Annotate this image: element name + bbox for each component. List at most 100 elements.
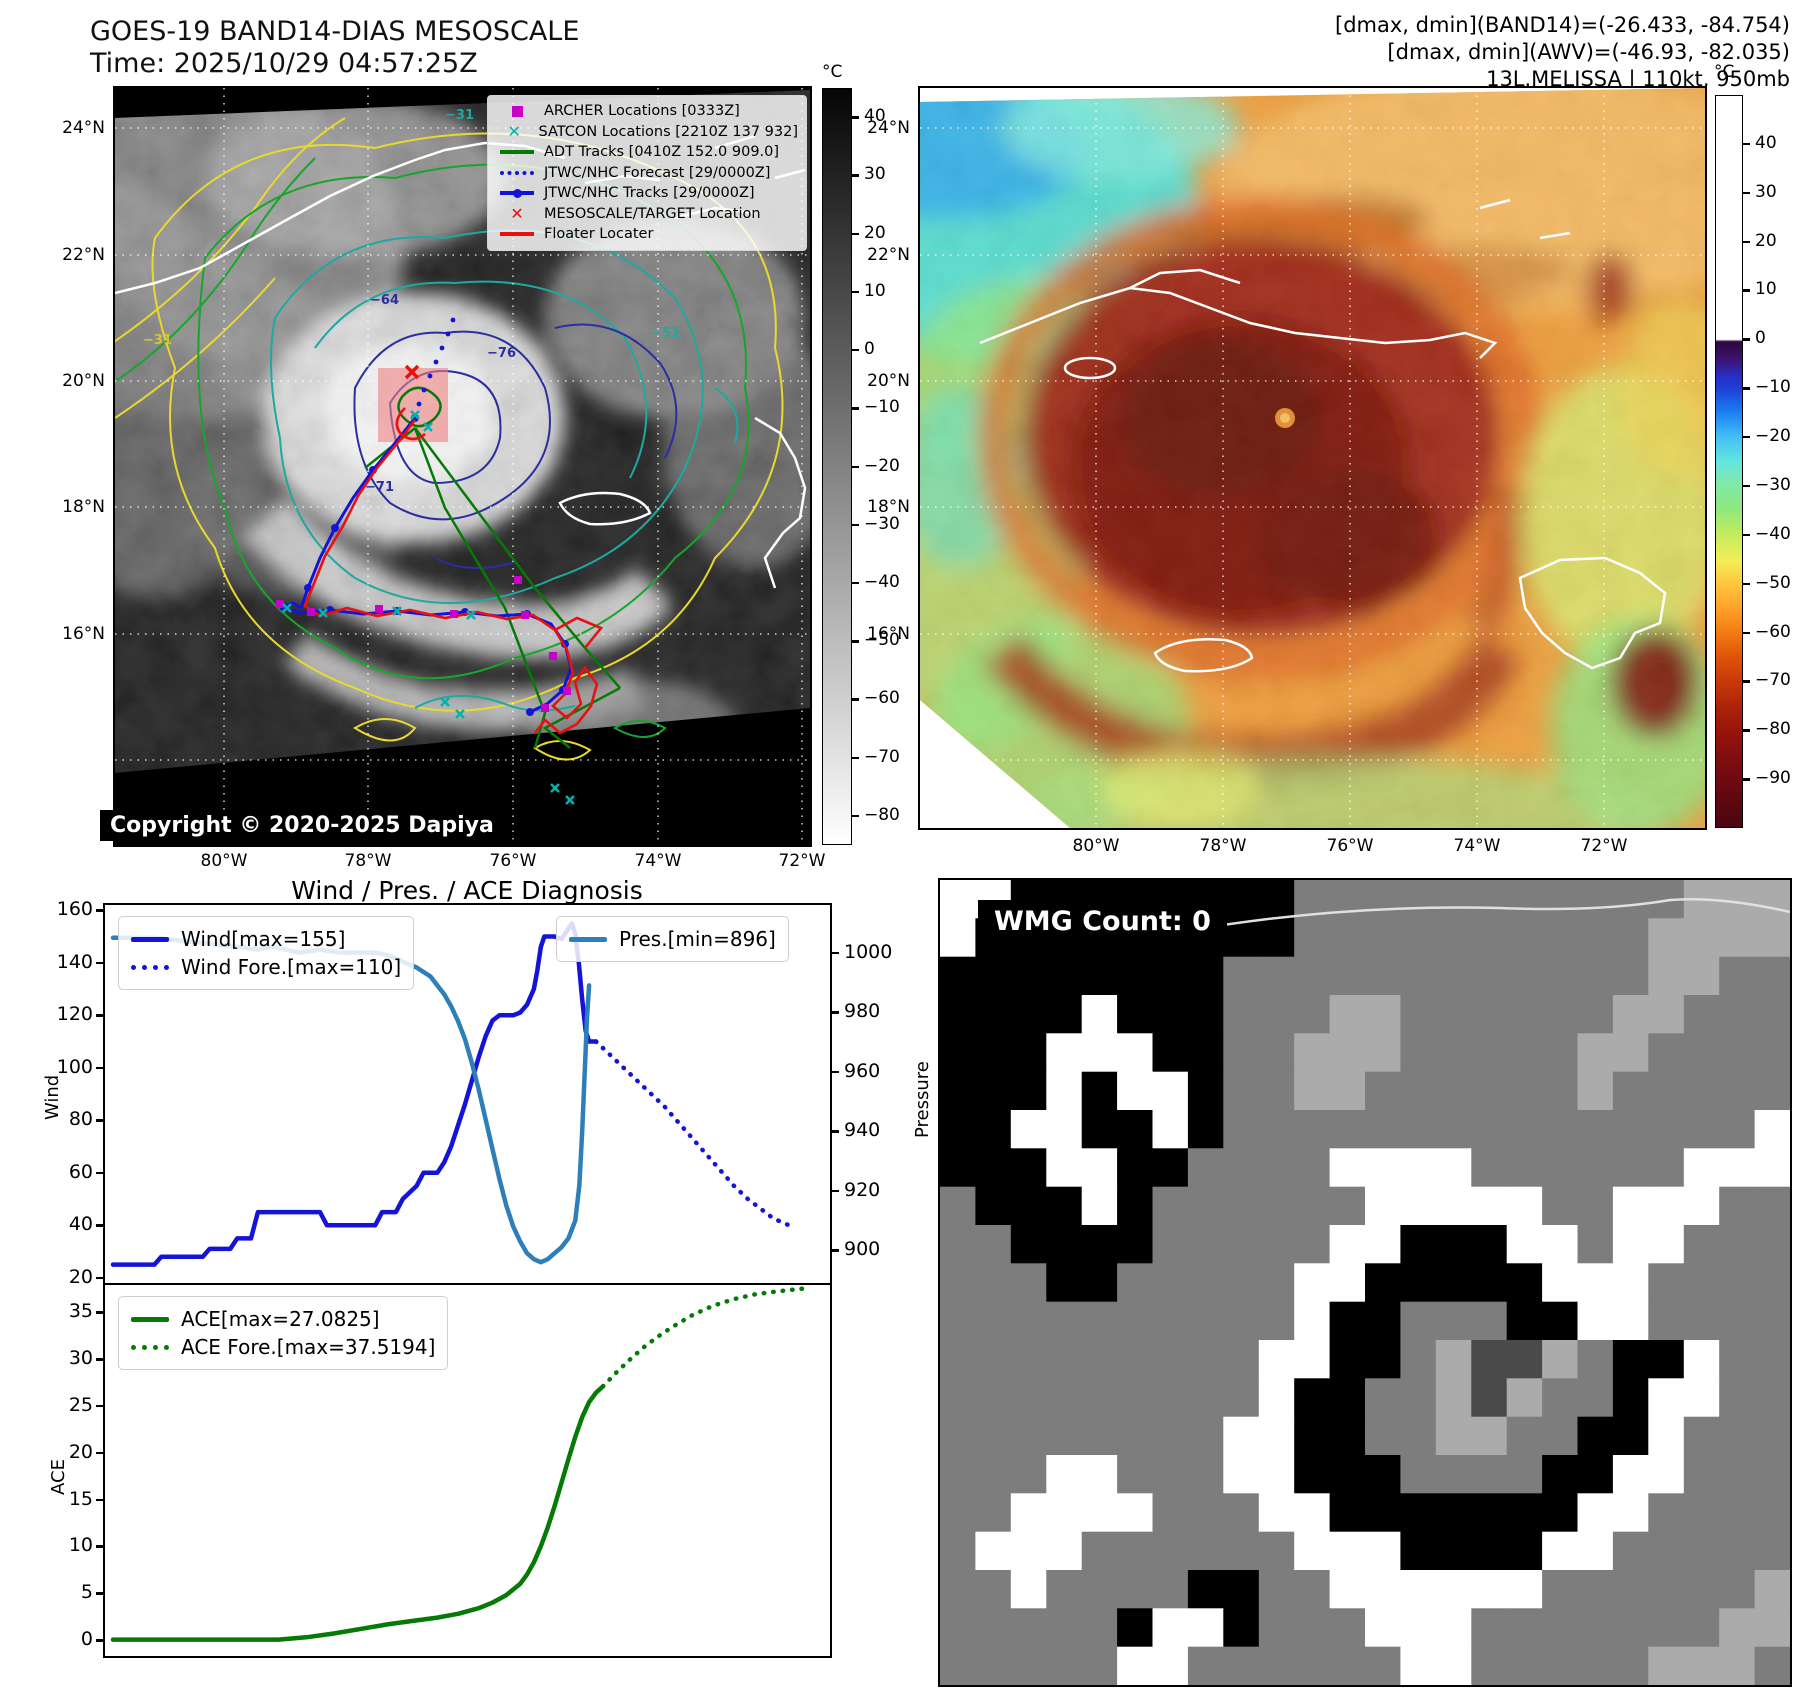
y-tick-label: 0 [80,1628,93,1651]
wmg-cell [1329,1646,1366,1685]
wmg-cell [1683,1071,1720,1111]
contour-label: −31 [445,108,474,123]
y-tick-mark [96,1224,105,1227]
wmg-cell [1612,956,1649,996]
wmg-cell [975,1570,1012,1609]
wmg-cell [1612,1033,1649,1073]
wmg-cell [1471,1608,1508,1648]
map-legend-item: ✕ MESOSCALE/TARGET Location [496,204,798,225]
wmg-cell [1400,1378,1437,1418]
wmg-cell [1754,1033,1790,1073]
left-cb-tick-label: 0 [864,339,875,360]
wmg-cell [1577,1531,1614,1571]
wmg-cell [1365,995,1401,1034]
wmg-cell [1117,1416,1154,1456]
wmg-cell [1152,1340,1189,1379]
wmg-cell [1542,1608,1579,1648]
wmg-cell [1754,1608,1790,1648]
wmg-cell [1612,1455,1649,1494]
wmg-cell [1719,1570,1756,1609]
lon-tick-left: 78°W [344,851,392,871]
wmg-cell [1542,1378,1579,1418]
wmg-cell [1081,1186,1118,1226]
wmg-cell [1329,1301,1366,1341]
ace-legend-label: ACE[max=27.0825] [181,1307,380,1331]
wmg-cell [1329,1340,1366,1379]
wmg-cell [1506,1301,1543,1341]
wmg-cell [1754,1531,1790,1571]
wmg-cell [1435,1148,1472,1188]
wmg-cell [1223,995,1260,1034]
series-ace-fore- [600,1286,806,1389]
wmg-cell [940,1570,976,1609]
wmg-cell [1294,1340,1331,1379]
series-ace [110,1384,606,1642]
lat-tick-right: 24°N [867,118,910,138]
left-cb-tick-mark [852,581,859,585]
wmg-cell [1648,1646,1685,1685]
wmg-cell [1542,1263,1579,1303]
wmg-cell [1258,1531,1295,1571]
wmg-cell [1046,1263,1083,1303]
wmg-cell [1223,1110,1260,1149]
y-tick-mark [96,1545,105,1548]
wmg-cell [1435,956,1472,996]
wmg-cell [1683,995,1720,1034]
wmg-cell [1648,1608,1685,1648]
wmg-cell [1648,1186,1685,1226]
wmg-cell [1010,1493,1047,1533]
wmg-cell [1294,1071,1331,1111]
y-tick-label: 60 [68,1160,93,1183]
wmg-cell [1046,1608,1083,1648]
lat-tick-right: 18°N [867,497,910,517]
wmg-cell [1754,1186,1790,1226]
lon-tick-right: 76°W [1326,836,1374,856]
wmg-cell [1365,1186,1401,1226]
wind-legend: Wind[max=155] Wind Fore.[max=110] [118,916,415,990]
wmg-cell [1435,1110,1472,1149]
wmg-cell [1683,1646,1720,1685]
wmg-cell [1329,1493,1366,1533]
wmg-cell [1010,1186,1047,1226]
wmg-cell [1329,1570,1366,1609]
wmg-cell [940,880,976,919]
wmg-cell [1577,1416,1614,1456]
wmg-cell [1612,1493,1649,1533]
wmg-cell [1506,1378,1543,1418]
wmg-cell [1046,956,1083,996]
line-marker-icon [496,232,538,237]
wmg-cell [1577,1646,1614,1685]
wmg-cell [1081,1071,1118,1111]
right-colorbar-unit: °C [1714,62,1735,82]
map-legend-item: JTWC/NHC Forecast [29/0000Z] [496,163,798,184]
wmg-cell [1612,1071,1649,1111]
wmg-cell [1754,1416,1790,1456]
wmg-cell [1577,1186,1614,1226]
wmg-cell [1010,1071,1047,1111]
wmg-cell [1294,1263,1331,1303]
y2-tick-label: 1000 [844,940,893,963]
wmg-cell [1719,1110,1756,1149]
wmg-cell [1258,995,1295,1034]
map-legend-label: JTWC/NHC Tracks [29/0000Z] [544,185,755,202]
wmg-cell [1152,956,1189,996]
wmg-cell [975,1608,1012,1648]
wmg-cell [1577,956,1614,996]
wmg-cell [1046,1148,1083,1188]
right-cb-tick-label: 0 [1755,328,1766,349]
wmg-cell [1435,880,1472,919]
pressure-legend-label: Pres.[min=896] [619,927,776,951]
wmg-cell [1754,1071,1790,1111]
dmax-band14: [dmax, dmin](BAND14)=(-26.433, -84.754) [1335,13,1790,37]
wmg-cell [975,1531,1012,1571]
left-cb-tick-mark [852,756,859,760]
y-tick-mark [96,909,105,912]
wmg-cell [940,1608,976,1648]
right-cb-tick-mark [1743,778,1750,781]
wmg-cell [1577,1340,1614,1379]
copyright-note: Copyright © 2020-2025 Dapiya [100,810,504,841]
wmg-cell [1046,1455,1083,1494]
wmg-cell [940,918,976,958]
wmg-cell [1117,1225,1154,1264]
contour-navy [353,323,678,570]
